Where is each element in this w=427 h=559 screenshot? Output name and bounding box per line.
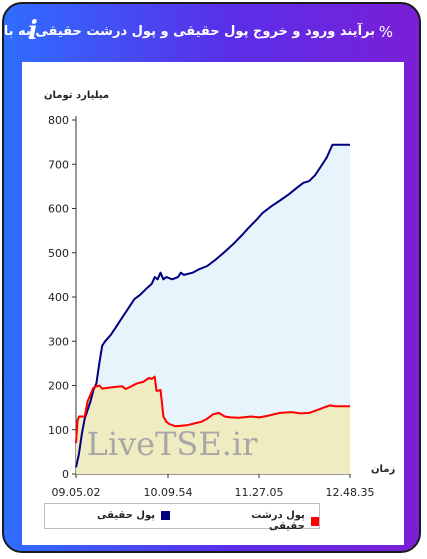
x-tick-label: 11.27.05 — [235, 486, 284, 499]
y-tick-label: 100 — [48, 424, 69, 437]
y-tick-label: 400 — [48, 291, 69, 304]
x-tick-label: 10.09.54 — [144, 486, 193, 499]
y-tick-label: 500 — [48, 247, 69, 260]
series-line-big-money — [75, 375, 350, 444]
legend-label: پول درشت حقیقی — [251, 510, 305, 532]
legend: پول حقیقی پول درشت حقیقی — [44, 503, 320, 532]
legend-swatch — [160, 511, 170, 520]
link-icon[interactable]: % — [378, 23, 393, 41]
legend-item-big-money[interactable]: پول درشت حقیقی — [220, 510, 319, 532]
watermark: LiveTSE.ir — [87, 425, 259, 463]
y-tick-label: 300 — [48, 335, 69, 348]
y-tick-label: 800 — [48, 114, 69, 127]
y-axis-label: میلیارد تومان — [44, 90, 110, 101]
x-axis-label: زمان — [371, 464, 396, 475]
legend-label: پول حقیقی — [97, 510, 155, 521]
y-tick-label: 700 — [48, 158, 69, 171]
series-area-big-money — [76, 376, 350, 474]
x-tick-label: 12.48.35 — [326, 486, 375, 499]
legend-swatch — [310, 516, 319, 526]
x-tick-label: 09.05.02 — [52, 486, 101, 499]
info-icon[interactable]: i — [28, 16, 38, 46]
legend-item-real-money[interactable]: پول حقیقی — [97, 510, 170, 521]
series-line-real-money — [75, 143, 350, 468]
y-tick-label: 200 — [48, 380, 69, 393]
title-bar: i برآیند ورود و خروج پول حقیقی و پول درش… — [4, 4, 419, 62]
chart-title: برآیند ورود و خروج پول حقیقی و پول درشت … — [2, 24, 375, 39]
y-tick-label: 0 — [62, 468, 69, 481]
y-tick-label: 600 — [48, 203, 69, 216]
